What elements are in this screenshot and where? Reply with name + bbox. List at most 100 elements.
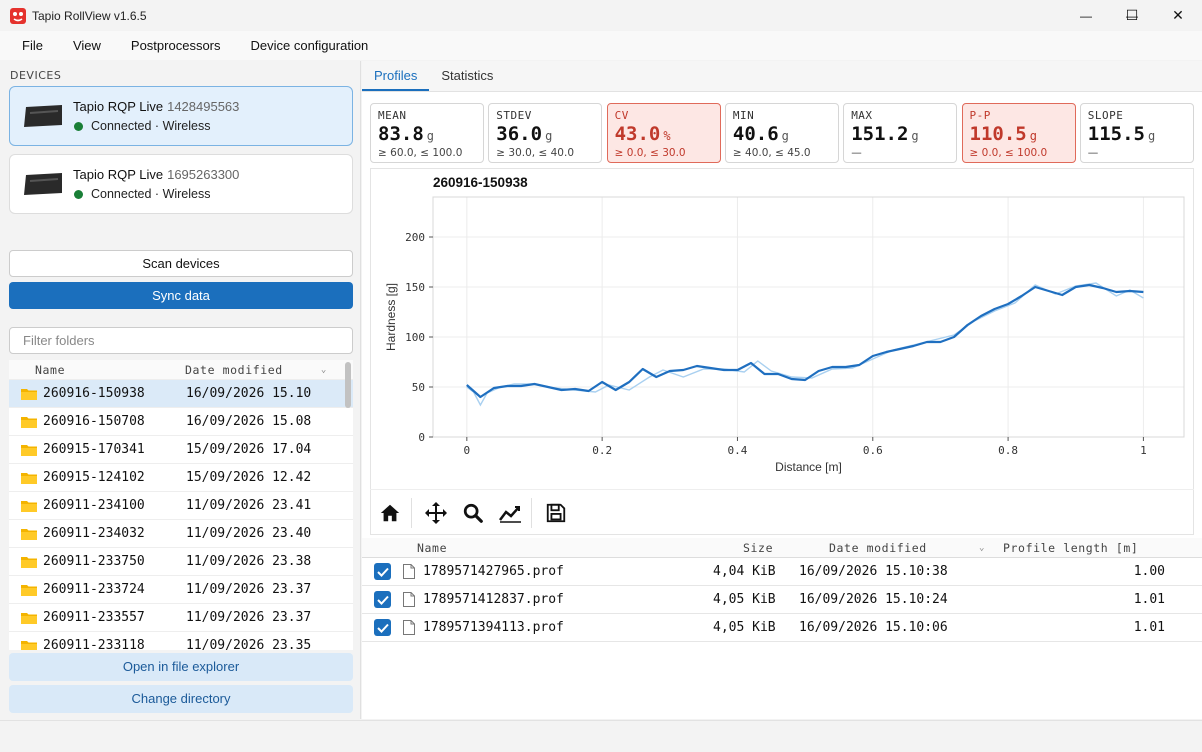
folder-date: 11/09/2026 23.35 xyxy=(186,638,312,650)
status-dot xyxy=(74,121,83,131)
file-icon xyxy=(403,620,415,635)
maximize-button[interactable]: ☐ xyxy=(1109,0,1155,31)
tab-bar: Profiles Statistics xyxy=(362,61,1202,92)
tab-statistics[interactable]: Statistics xyxy=(441,68,494,83)
folder-row[interactable]: 260916-150708 16/09/2026 15.08 xyxy=(9,408,353,436)
menu-postprocessors[interactable]: Postprocessors xyxy=(130,38,221,53)
folder-row[interactable]: 260911-233750 11/09/2026 23.38 xyxy=(9,548,353,576)
home-button[interactable] xyxy=(373,496,407,530)
y-tick-label: 50 xyxy=(412,381,425,394)
folder-row[interactable]: 260911-233557 11/09/2026 23.37 xyxy=(9,604,353,632)
stat-value: 43.0% xyxy=(614,123,671,145)
folder-date: 16/09/2026 15.10 xyxy=(186,386,312,401)
save-figure-button[interactable] xyxy=(539,496,573,530)
file-row[interactable]: 1789571427965.prof 4,04 KiB 16/09/2026 15.… xyxy=(362,558,1202,586)
folder-icon xyxy=(21,528,37,540)
open-in-file-explorer-button[interactable]: Open in file explorer xyxy=(9,653,353,681)
filter-folders-input[interactable]: Filter folders xyxy=(9,327,353,354)
sort-chevron-icon[interactable]: ⌄ xyxy=(979,542,986,553)
stat-card-max: MAX 151.2 g — xyxy=(843,103,958,163)
stat-value: 40.6 g xyxy=(732,123,789,145)
menu-view[interactable]: View xyxy=(72,38,101,53)
file-icon xyxy=(403,592,415,607)
file-profile-length: 1.01 xyxy=(1133,592,1165,607)
move-icon xyxy=(425,501,447,524)
menu-bar: File View Postprocessors Device configur… xyxy=(0,31,1202,60)
file-row[interactable]: 1789571412837.prof 4,05 KiB 16/09/2026 15.… xyxy=(362,586,1202,614)
stat-limit: ≥ 40.0, ≤ 45.0 xyxy=(732,147,811,159)
minimize-button-2[interactable]: — xyxy=(1063,0,1109,31)
file-size: 4,05 KiB xyxy=(713,592,776,607)
file-table-header: Name Size Date modified ⌄ Profile length… xyxy=(362,538,1202,558)
col-size[interactable]: Size xyxy=(743,540,774,555)
menu-file[interactable]: File xyxy=(22,38,43,53)
file-name: 1789571412837.prof xyxy=(423,592,564,607)
folder-icon xyxy=(21,444,37,456)
profile-chart[interactable]: 0 0.2 0.4 0.6 0.8 1 0 50 100 150 200 260916-150938 D… xyxy=(370,168,1194,535)
stat-card-slope: SLOPE 115.5 g — xyxy=(1079,103,1194,163)
stat-value: 115.5 g xyxy=(1087,123,1156,145)
device-card-1[interactable]: Tapio RQP Live 1428495563 Connected · Wir… xyxy=(9,86,353,146)
folder-row[interactable]: 260915-170341 15/09/2026 17.04 xyxy=(9,436,353,464)
home-icon xyxy=(380,504,400,521)
save-icon xyxy=(546,503,566,522)
search-icon xyxy=(463,503,483,523)
col-date-modified[interactable]: Date modified xyxy=(185,362,283,377)
file-name: 1789571427965.prof xyxy=(423,564,564,579)
x-tick-label: 0.4 xyxy=(728,444,748,457)
pan-button[interactable] xyxy=(419,496,453,530)
y-tick-label: 0 xyxy=(418,431,425,444)
x-tick-label: 0.2 xyxy=(592,444,612,457)
folder-row[interactable]: 260911-233118 11/09/2026 23.35 xyxy=(9,632,353,650)
status-dot xyxy=(74,189,83,199)
folder-row[interactable]: 260911-233724 11/09/2026 23.37 xyxy=(9,576,353,604)
sidebar: DEVICES Tapio RQP Live 1428495563 Connect… xyxy=(0,61,361,719)
zoom-button[interactable] xyxy=(456,496,490,530)
stat-card-pp: P-P 110.5 g ≥ 0.0, ≤ 100.0 xyxy=(961,103,1076,163)
folder-name: 260911-233557 xyxy=(43,610,145,625)
stat-unit: % xyxy=(663,129,671,143)
device-card-2[interactable]: Tapio RQP Live 1695263300 Connected · Wir… xyxy=(9,154,353,214)
file-checkbox[interactable] xyxy=(374,591,391,608)
scrollbar[interactable] xyxy=(345,362,351,408)
stat-label: MAX xyxy=(851,109,873,122)
stat-label: MEAN xyxy=(378,109,407,122)
minimize-button[interactable]: — xyxy=(1109,0,1155,31)
devices-label: DEVICES xyxy=(10,69,62,82)
folder-name: 260916-150938 xyxy=(43,386,145,401)
tab-profiles[interactable]: Profiles xyxy=(362,61,430,91)
change-directory-button[interactable]: Change directory xyxy=(9,685,353,713)
col-name[interactable]: Name xyxy=(417,540,448,555)
scan-devices-button[interactable]: Scan devices xyxy=(9,250,353,277)
folder-row[interactable]: 260911-234032 11/09/2026 23.40 xyxy=(9,520,353,548)
folder-name: 260911-233750 xyxy=(43,554,145,569)
file-checkbox[interactable] xyxy=(374,563,391,580)
window-title: Tapio RollView v1.6.5 xyxy=(32,8,147,23)
folder-date: 11/09/2026 23.37 xyxy=(186,582,312,597)
chart-title: 260916-150938 xyxy=(433,175,528,190)
col-date-modified[interactable]: Date modified xyxy=(829,540,927,555)
file-profile-length: 1.00 xyxy=(1133,564,1165,579)
menu-device-configuration[interactable]: Device configuration xyxy=(250,38,369,53)
col-profile-length[interactable]: Profile length [m] xyxy=(1003,540,1139,555)
folder-date: 16/09/2026 15.08 xyxy=(186,414,312,429)
file-row[interactable]: 1789571394113.prof 4,05 KiB 16/09/2026 15.… xyxy=(362,614,1202,642)
folder-row[interactable]: 260916-150938 16/09/2026 15.10 xyxy=(9,380,353,408)
sort-chevron-icon[interactable]: ⌄ xyxy=(320,364,327,375)
folder-row[interactable]: 260915-124102 15/09/2026 12.42 xyxy=(9,464,353,492)
col-name[interactable]: Name xyxy=(35,362,66,377)
x-tick-label: 0 xyxy=(464,444,471,457)
file-checkbox[interactable] xyxy=(374,619,391,636)
folder-name: 260911-233724 xyxy=(43,582,145,597)
checkmark-icon xyxy=(376,567,389,577)
stat-label: P-P xyxy=(969,109,991,122)
subplots-button[interactable] xyxy=(493,496,527,530)
stat-unit: g xyxy=(911,129,919,143)
close-button[interactable]: ✕ xyxy=(1155,0,1201,31)
y-tick-label: 100 xyxy=(405,331,425,344)
folder-row[interactable]: 260911-234100 11/09/2026 23.41 xyxy=(9,492,353,520)
toolbar-separator xyxy=(531,497,532,528)
folder-icon xyxy=(21,388,37,400)
folder-icon xyxy=(21,416,37,428)
sync-data-button[interactable]: Sync data xyxy=(9,282,353,309)
